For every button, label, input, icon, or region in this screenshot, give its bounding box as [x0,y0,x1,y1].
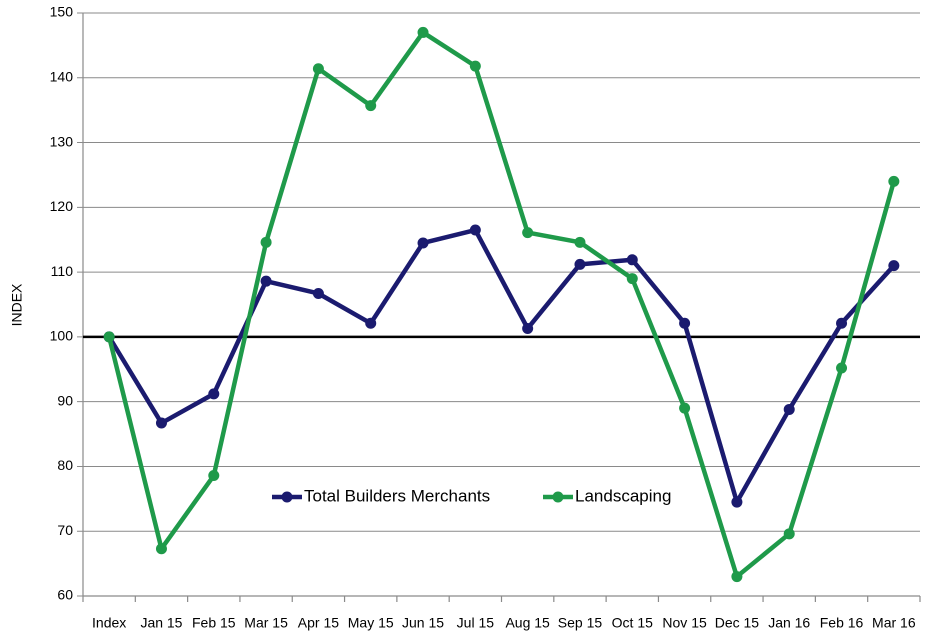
x-tick-label: Nov 15 [662,615,707,631]
marker [365,317,377,329]
marker [155,543,167,555]
marker [626,254,638,266]
x-tick-label: Jul 15 [457,615,495,631]
y-tick-label: 140 [50,68,74,84]
x-tick-label: Feb 16 [820,615,864,631]
marker [888,260,900,272]
y-tick-label: 100 [50,328,74,344]
x-tick-label: Mar 16 [872,615,916,631]
legend-label: Landscaping [575,486,671,505]
marker [574,258,586,270]
marker [208,470,220,482]
marker [679,402,691,414]
marker [417,26,429,38]
marker [574,236,586,248]
series-line [107,227,896,505]
x-tick-label: Oct 15 [612,615,653,631]
x-tick-label: Aug 15 [505,615,550,631]
y-tick-label: 110 [51,263,74,279]
marker [312,63,324,75]
y-tick-label: 80 [57,457,73,473]
marker [417,237,429,249]
y-tick-label: 150 [50,4,74,20]
marker [155,417,167,429]
marker [731,496,743,508]
marker [469,224,481,236]
x-tick-label: Mar 15 [244,615,288,631]
x-tick-label: Dec 15 [715,615,760,631]
marker [312,287,324,299]
marker [679,317,691,329]
legend-marker [552,491,564,503]
legend-label: Total Builders Merchants [304,486,490,505]
x-tick-label: Jan 16 [768,615,810,631]
marker [836,317,848,329]
marker [103,331,115,343]
marker [626,273,638,285]
marker [888,175,900,187]
marker [783,403,795,415]
marker [783,528,795,540]
marker [260,275,272,287]
x-tick-label: Jan 15 [140,615,182,631]
marker [260,236,272,248]
marker [208,388,220,400]
y-tick-label: 130 [50,133,74,149]
marker [522,227,534,239]
marker [836,362,848,374]
x-tick-label: Jun 15 [402,615,444,631]
legend-marker [281,491,293,503]
x-tick-label: Index [92,615,126,631]
series-line [106,30,897,579]
marker [522,322,534,334]
x-tick-label: Feb 15 [192,615,236,631]
y-tick-label: 60 [57,587,73,603]
x-tick-label: Apr 15 [298,615,339,631]
x-tick-label: Sep 15 [558,615,603,631]
y-tick-label: 70 [57,522,73,538]
marker [469,60,481,72]
marker [365,100,377,112]
y-axis-label: INDEX [9,283,25,326]
y-tick-label: 90 [57,392,73,408]
y-tick-label: 120 [50,198,74,214]
marker [731,571,743,583]
x-tick-label: May 15 [348,615,394,631]
